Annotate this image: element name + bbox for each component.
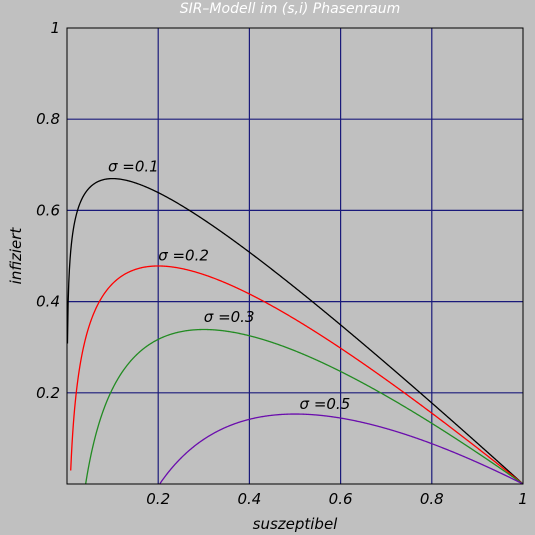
series-line-sigma-0.2 [70,265,524,485]
x-tick-label: 1 [518,490,528,508]
series-line-sigma-0.1 [66,177,524,485]
y-tick-label: 0.2 [36,384,60,402]
tick-labels: 0.2 0.4 0.6 0.8 1 0.2 0.4 0.6 0.8 1 [36,19,528,508]
curve-label-sigma-0.2: σ =0.2 [158,247,209,265]
y-tick-label: 0.4 [36,293,60,311]
grid [67,28,523,484]
curve-label-sigma-0.1: σ =0.1 [108,158,159,176]
x-tick-label: 0.4 [237,490,261,508]
curve-label-sigma-0.3: σ =0.3 [204,308,255,326]
x-tick-label: 0.2 [146,490,170,508]
x-axis-title: suszeptibel [253,515,339,533]
x-tick-label: 0.8 [420,490,444,508]
y-axis-title: infiziert [7,227,25,285]
series-line-sigma-0.5 [159,413,524,485]
x-tick-label: 0.6 [329,490,353,508]
y-tick-label: 0.6 [36,201,60,219]
curve-label-sigma-0.5: σ =0.5 [300,395,351,413]
curves [66,177,524,485]
plot-frame [66,27,524,485]
series-line-sigma-0.3 [85,328,524,485]
y-tick-label: 1 [50,19,60,37]
chart-title: SIR–Modell im (s,i) Phasenraum [180,1,401,17]
y-tick-label: 0.8 [36,110,60,128]
curve-labels: σ =0.1 σ =0.2 σ =0.3 σ =0.5 [108,158,350,413]
